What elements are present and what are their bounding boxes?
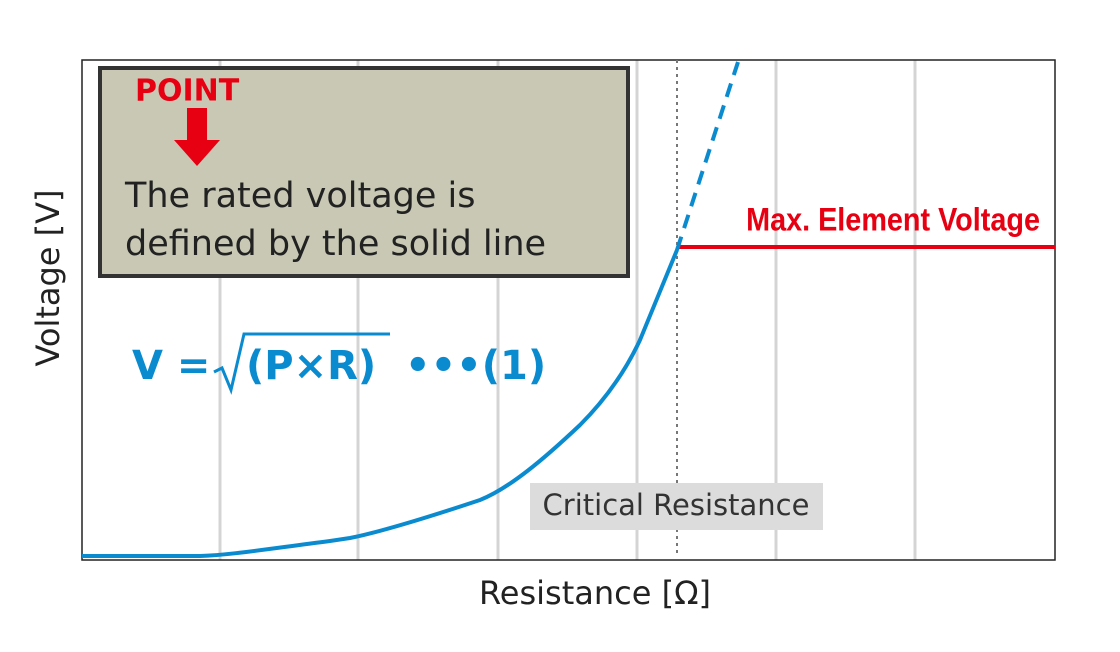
radical-sign [213, 332, 390, 395]
formula-suffix: •••(1) [405, 343, 546, 389]
callout-arrow [174, 108, 220, 166]
critical-label-bg [530, 483, 823, 530]
y-axis-label: Voltage [V] [29, 189, 67, 366]
x-axis-label: Resistance [Ω] [479, 574, 711, 612]
max-voltage-label: Max. Element Voltage [746, 202, 1040, 238]
formula-radicand: (P×R) [246, 343, 376, 389]
formula-lhs: V = [132, 343, 210, 389]
critical-label: Critical Resistance [543, 488, 810, 522]
voltage-curve-extension [675, 61, 740, 251]
plot-frame [81, 59, 1056, 561]
voltage-curve [82, 249, 679, 558]
callout-box [98, 66, 630, 278]
callout-line: defined by the solid line [125, 224, 546, 264]
callout-line: The rated voltage is [124, 176, 476, 216]
callout-tag: POINT [135, 74, 240, 109]
